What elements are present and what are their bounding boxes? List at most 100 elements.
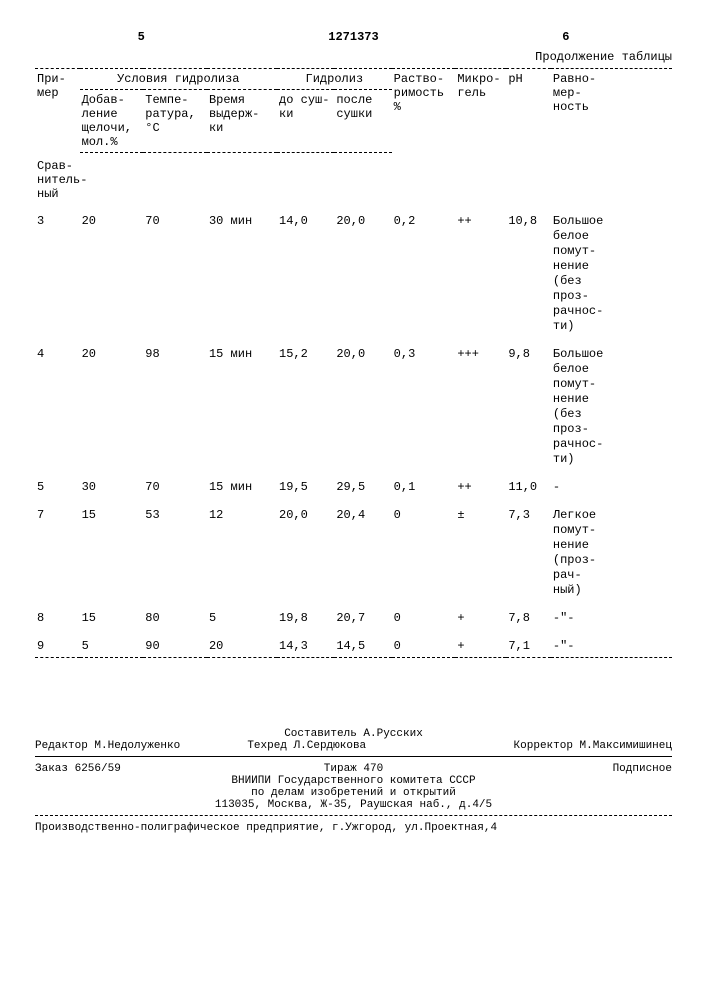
cell-sol: 0,1 <box>392 470 456 498</box>
order: Заказ 6256/59 <box>35 763 247 775</box>
col-example: При-мер <box>35 69 80 153</box>
cell-after: 29,5 <box>334 470 391 498</box>
corrector: Корректор М.Максимишинец <box>460 740 672 752</box>
cell-ph: 7,3 <box>506 498 551 601</box>
printer: Производственно-полиграфическое предприя… <box>35 822 672 834</box>
cell-after: 14,5 <box>334 629 391 658</box>
page-header: 5 1271373 6 <box>35 30 672 44</box>
cell-gel: + <box>455 601 506 629</box>
continuation-label: Продолжение таблицы <box>35 50 672 64</box>
cell-add: 5 <box>80 629 144 658</box>
cell-time: 30 мин <box>207 204 277 337</box>
addr: 113035, Москва, Ж-35, Раушская наб., д.4… <box>35 799 672 811</box>
hdr-left: 5 <box>35 30 247 44</box>
cell-time: 5 <box>207 601 277 629</box>
cell-add: 20 <box>80 204 144 337</box>
cell-sol: 0 <box>392 498 456 601</box>
cell-sol: 0 <box>392 629 456 658</box>
org1: ВНИИПИ Государственного комитета СССР <box>35 775 672 787</box>
cell-temp: 98 <box>143 337 207 470</box>
cell-note: -"- <box>551 601 672 629</box>
cell-before: 14,3 <box>277 629 334 658</box>
cell-ph: 9,8 <box>506 337 551 470</box>
col-ph: pH <box>506 69 551 153</box>
table-row: 3207030 мин14,020,00,2++10,8Большоебелое… <box>35 204 672 337</box>
col-solubility: Раство-римость% <box>392 69 456 153</box>
cell-time: 20 <box>207 629 277 658</box>
cell-sol: 0,3 <box>392 337 456 470</box>
col-after: послесушки <box>334 90 391 153</box>
data-table: При-мер Условия гидролиза Гидролиз Раств… <box>35 68 672 668</box>
cell-note: Легкоепомут-нение(проз-рач-ный) <box>551 498 672 601</box>
tirazh: Тираж 470 <box>247 763 459 775</box>
cell-before: 19,8 <box>277 601 334 629</box>
org2: по делам изобретений и открытий <box>35 787 672 799</box>
cell-ex: 5 <box>35 470 80 498</box>
cell-sol: 0 <box>392 601 456 629</box>
cell-gel: ++ <box>455 470 506 498</box>
cell-add: 20 <box>80 337 144 470</box>
cell-ph: 7,1 <box>506 629 551 658</box>
cell-time: 12 <box>207 498 277 601</box>
footer: Составитель А.Русских Редактор М.Недолуж… <box>35 728 672 834</box>
section-label: Срав-нитель-ный <box>35 153 672 205</box>
col-uniformity: Равно-мер-ность <box>551 69 672 153</box>
cell-temp: 90 <box>143 629 207 658</box>
cell-sol: 0,2 <box>392 204 456 337</box>
cell-gel: +++ <box>455 337 506 470</box>
header-row-1: При-мер Условия гидролиза Гидролиз Раств… <box>35 69 672 90</box>
table-row: 81580519,820,70+7,8-"- <box>35 601 672 629</box>
cell-temp: 70 <box>143 204 207 337</box>
cell-note: - <box>551 470 672 498</box>
cell-temp: 53 <box>143 498 207 601</box>
editor: Редактор М.Недолуженко <box>35 740 247 752</box>
table-row: 4209815 мин15,220,00,3+++9,8Большоебелое… <box>35 337 672 470</box>
cell-after: 20,0 <box>334 204 391 337</box>
col-temp: Темпе-ратура,°С <box>143 90 207 153</box>
cell-ex: 8 <box>35 601 80 629</box>
table-row: 715531220,020,40±7,3Легкоепомут-нение(пр… <box>35 498 672 601</box>
cell-time: 15 мин <box>207 337 277 470</box>
cell-after: 20,7 <box>334 601 391 629</box>
cell-after: 20,4 <box>334 498 391 601</box>
hdr-center: 1271373 <box>247 30 459 44</box>
cell-temp: 80 <box>143 601 207 629</box>
col-alkali: Добав-лениещелочи,мол.% <box>80 90 144 153</box>
col-before: до суш-ки <box>277 90 334 153</box>
table-row: 95902014,314,50+7,1-"- <box>35 629 672 658</box>
cell-ex: 4 <box>35 337 80 470</box>
table-end-separator <box>35 658 672 669</box>
cell-gel: ± <box>455 498 506 601</box>
col-microgel: Микро-гель <box>455 69 506 153</box>
cell-temp: 70 <box>143 470 207 498</box>
cell-gel: ++ <box>455 204 506 337</box>
col-group-hydrolysis: Гидролиз <box>277 69 392 90</box>
tech: Техред Л.Сердюкова <box>247 740 459 752</box>
col-time: Времявыдерж-ки <box>207 90 277 153</box>
hdr-right: 6 <box>460 30 672 44</box>
cell-add: 15 <box>80 498 144 601</box>
cell-ph: 10,8 <box>506 204 551 337</box>
cell-before: 19,5 <box>277 470 334 498</box>
cell-add: 15 <box>80 601 144 629</box>
cell-time: 15 мин <box>207 470 277 498</box>
cell-before: 15,2 <box>277 337 334 470</box>
cell-before: 20,0 <box>277 498 334 601</box>
cell-ex: 7 <box>35 498 80 601</box>
compiler: Составитель А.Русских <box>35 728 672 740</box>
section-row: Срав-нитель-ный <box>35 153 672 205</box>
cell-before: 14,0 <box>277 204 334 337</box>
table-row: 5307015 мин19,529,50,1++11,0- <box>35 470 672 498</box>
cell-ex: 9 <box>35 629 80 658</box>
cell-gel: + <box>455 629 506 658</box>
cell-after: 20,0 <box>334 337 391 470</box>
col-group-conditions: Условия гидролиза <box>80 69 277 90</box>
cell-add: 30 <box>80 470 144 498</box>
signed: Подписное <box>460 763 672 775</box>
cell-ph: 11,0 <box>506 470 551 498</box>
cell-ph: 7,8 <box>506 601 551 629</box>
cell-note: Большоебелоепомут-нение(безпроз-рачнос-т… <box>551 337 672 470</box>
cell-note: Большоебелоепомут-нение(безпроз-рачнос-т… <box>551 204 672 337</box>
cell-ex: 3 <box>35 204 80 337</box>
cell-note: -"- <box>551 629 672 658</box>
